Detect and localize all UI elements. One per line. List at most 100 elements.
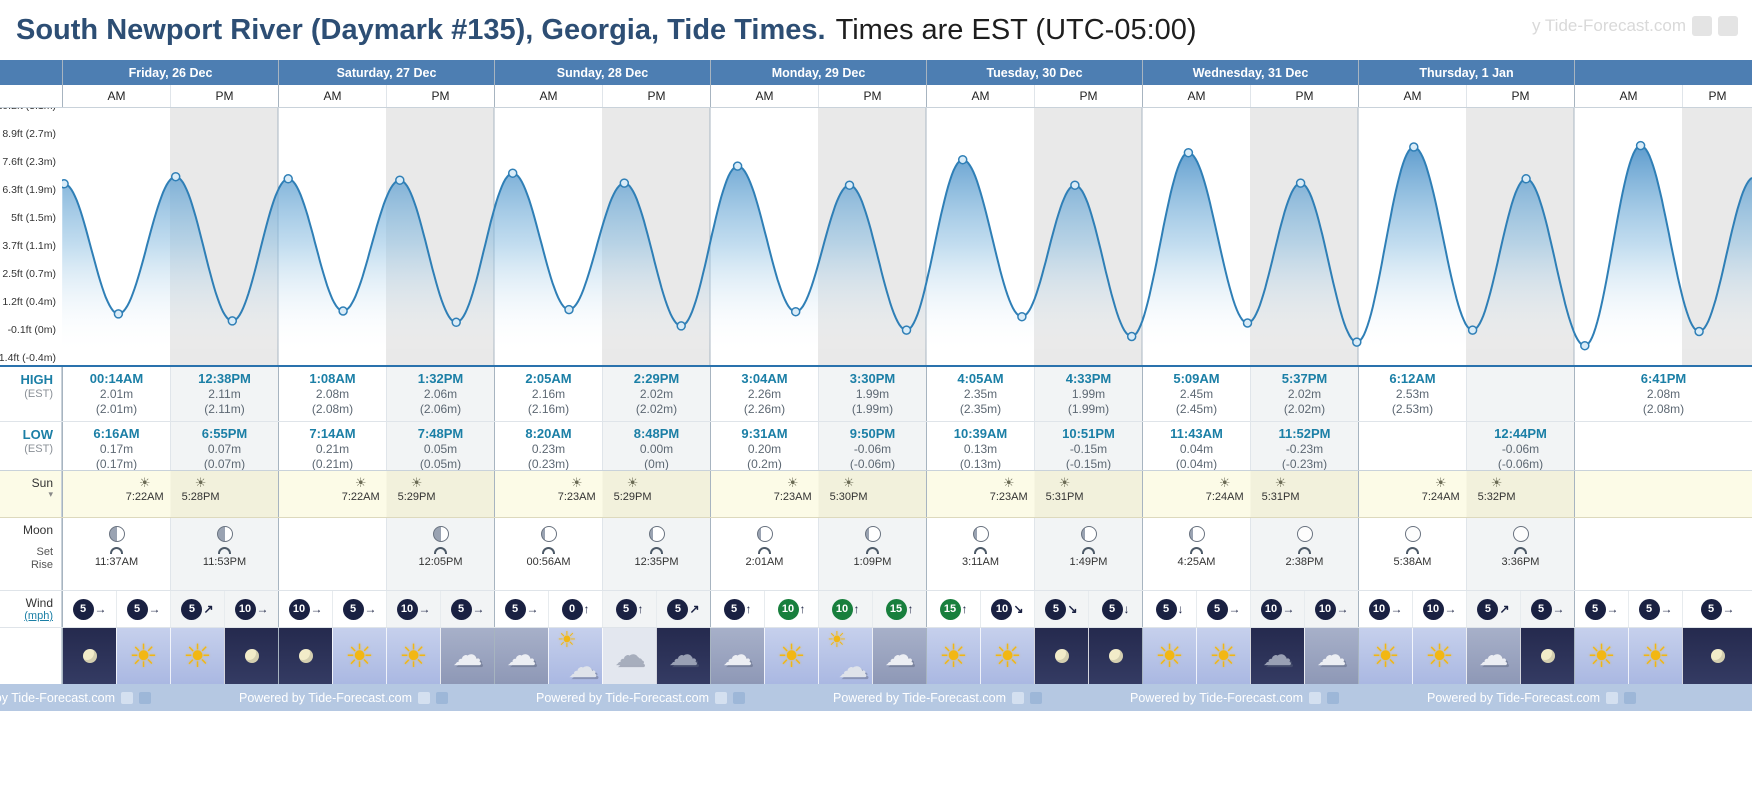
ampm-pm-label: PM: [1034, 85, 1142, 107]
wind-direction-icon: →: [1228, 602, 1241, 616]
footer-icon: [1030, 691, 1042, 704]
tide-extreme-dot: [1183, 147, 1194, 158]
sunset-icon: ☀: [194, 475, 207, 490]
low-tide-height: -0.23m: [1285, 442, 1324, 457]
high-tide-time: 4:05AM: [957, 371, 1004, 386]
footer-credit[interactable]: Powered by Tide-Forecast.com: [833, 691, 1042, 705]
moon-cell: 11:53PM: [170, 518, 278, 590]
tide-extreme-dot: [1635, 140, 1646, 151]
tide-extreme-dot: [957, 154, 968, 165]
wind-direction-icon: ↗: [689, 602, 700, 616]
wind-cell: 10 →: [1358, 591, 1412, 627]
weather-sunny-tile: ☀: [764, 628, 818, 684]
wind-cell: 5 →: [1520, 591, 1574, 627]
sunset: ☀ 5:28PM: [182, 476, 220, 503]
low-tide-height: 0.17m: [99, 442, 134, 457]
wind-direction-icon: ↘: [1013, 602, 1024, 616]
high-tide-height-alt: (2.26m): [743, 402, 786, 417]
sunrise-time: 7:23AM: [773, 491, 812, 503]
wind-speed-badge: 5: [1101, 598, 1123, 620]
moon-cell: 2:38PM: [1250, 518, 1358, 590]
footer-track: Powered by Tide-Forecast.com Powered by T…: [0, 684, 1724, 711]
high-tide-entry: 4:05AM 2.35m (2.35m): [927, 367, 1034, 417]
low-tide-entry: 11:43AM 0.04m (0.04m): [1143, 422, 1250, 471]
sunset-time: 5:29PM: [397, 491, 436, 503]
moon-phase-icon: [756, 526, 773, 542]
low-tide-height-alt: (0.04m): [1175, 457, 1218, 471]
sunrise-icon: ☀: [570, 475, 583, 490]
footer-credit[interactable]: Powered by Tide-Forecast.com: [536, 691, 745, 705]
sunrise-time: 7:24AM: [1421, 491, 1460, 503]
wind-cell: 10 →: [1412, 591, 1466, 627]
wind-speed-badge: 15: [885, 598, 907, 620]
sunrise-icon: ☀: [1002, 475, 1015, 490]
wind-speed-badge: 5: [1477, 598, 1499, 620]
wind-cell: 10 →: [1304, 591, 1358, 627]
moon-phase-icon: [648, 526, 665, 542]
high-tide-height: 1.99m: [855, 387, 890, 402]
high-tide-height: 2.01m: [99, 387, 134, 402]
footer-credit[interactable]: Powered by Tide-Forecast.com: [239, 691, 448, 705]
high-label-timezone: (EST): [24, 387, 53, 400]
wind-row: Wind (mph) 5 → 5 → 5 ↗ 10 → 10 → 5 → 10 → 5 → 5 → 0 ↑ 5 ↑ 5 ↗ 5 ↑…: [0, 591, 1752, 628]
low-tide-height: -0.06m: [853, 442, 892, 457]
high-tide-time: 2:05AM: [525, 371, 572, 386]
high-tide-cell: 4:05AM 2.35m (2.35m): [926, 367, 1034, 421]
weather-row-label: [0, 628, 62, 684]
sunset-time: 5:29PM: [613, 491, 652, 503]
moon-set-time: 2:38PM: [1285, 556, 1324, 568]
wind-direction-icon: →: [94, 602, 107, 616]
moon-phase-icon: [1080, 526, 1097, 542]
tide-extreme-dot: [113, 309, 124, 319]
footer-credit[interactable]: Powered by Tide-Forecast.com: [1130, 691, 1339, 705]
footer-credit[interactable]: Powered by Tide-Forecast.com: [1427, 691, 1636, 705]
wind-speed-badge: 5: [1700, 598, 1722, 620]
wind-direction-icon: ↑: [745, 602, 752, 616]
weather-night-tile: [278, 628, 332, 684]
sunrise: ☀ 7:24AM: [1206, 476, 1244, 503]
moon-icon: [82, 649, 97, 663]
weather-night-tile: [1088, 628, 1142, 684]
wind-direction-icon: ↑: [907, 602, 914, 616]
moon-set-label: Set: [36, 546, 53, 558]
weather-row: ☀ ☀ ☀ ☀ ☁ ☁ ☀ ☁ ☁ ☁ ☁ ☀ ☀ ☁ ☁ ☀ ☀ ☀ ☀ ☁ ☁ ☀ ☀ ☁ ☀ ☀: [0, 628, 1752, 684]
high-tide-height: 2.02m: [639, 387, 674, 402]
weather-cloudy-tile: ☁: [440, 628, 494, 684]
low-label: LOW: [22, 427, 53, 442]
high-row-label: HIGH (EST): [0, 367, 62, 421]
wind-direction-icon: ↑: [799, 602, 806, 616]
tide-extreme-dot: [1467, 325, 1478, 335]
footer-credit-text: Powered by Tide-Forecast.com: [833, 690, 1006, 705]
moon-phase-icon: [1404, 526, 1421, 542]
moon-rise-time: 00:56AM: [526, 556, 571, 568]
sun-day-cell: ☀ 7:23AM ☀ 5:30PM: [710, 471, 926, 517]
high-tide-cell: 5:37PM 2.02m (2.02m): [1250, 367, 1358, 421]
high-tide-cell: 4:33PM 1.99m (1.99m): [1034, 367, 1142, 421]
ampm-am-label: AM: [926, 85, 1034, 107]
low-tide-height-alt: (0.2m): [747, 457, 782, 471]
low-tide-cell: 7:14AM 0.21m (0.21m): [278, 422, 386, 470]
low-tide-time: 11:43AM: [1170, 426, 1223, 441]
ampm-am-label: AM: [1142, 85, 1250, 107]
sun-day-cell: ☀ 7:24AM ☀ 5:31PM: [1142, 471, 1358, 517]
ampm-am-label: AM: [1358, 85, 1466, 107]
high-tide-height: 2.11m: [208, 387, 241, 402]
low-label-timezone: (EST): [24, 442, 53, 455]
sunset-icon: ☀: [1274, 475, 1287, 490]
wind-unit-link[interactable]: (mph): [24, 610, 53, 622]
footer-credit[interactable]: Powered by Tide-Forecast.com: [0, 691, 151, 705]
tide-area: [62, 145, 1752, 365]
watermark-icon: [1718, 16, 1738, 36]
high-tide-height-alt: (2.35m): [959, 402, 1002, 417]
footer-credit-text: Powered by Tide-Forecast.com: [0, 690, 115, 705]
wind-speed-badge: 5: [1530, 598, 1552, 620]
wind-cell: 5 →: [494, 591, 548, 627]
wind-speed-badge: 5: [1584, 598, 1606, 620]
high-tide-cell: 1:32PM 2.06m (2.06m): [386, 367, 494, 421]
sun-day-cell: ☀ 7:24AM ☀ 5:32PM: [1358, 471, 1574, 517]
axis-label: 8.9ft (2.7m): [2, 128, 56, 140]
footer-bar: Powered by Tide-Forecast.com Powered by T…: [0, 684, 1752, 711]
low-tide-time: 9:31AM: [741, 426, 788, 441]
moon-rise-time: 11:53PM: [202, 556, 247, 568]
tide-chart-row: 10.2ft (3.1m) 8.9ft (2.7m) 7.6ft (2.3m) 6.3…: [0, 108, 1752, 367]
